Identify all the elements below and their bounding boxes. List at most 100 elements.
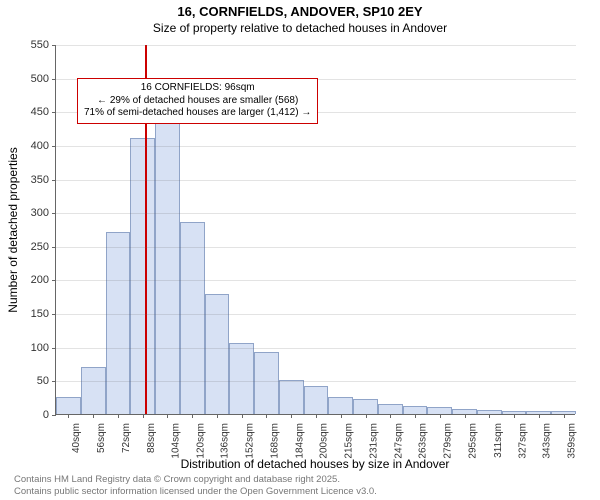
x-tick-label: 279sqm xyxy=(443,423,454,459)
x-tick-mark xyxy=(68,414,69,418)
y-tick-label: 200 xyxy=(19,274,49,286)
footer-line2: Contains public sector information licen… xyxy=(14,486,377,498)
x-tick-mark xyxy=(465,414,466,418)
histogram-bar xyxy=(106,232,131,414)
y-tick-mark xyxy=(52,180,56,181)
x-tick-label: 136sqm xyxy=(220,423,231,459)
histogram-bar xyxy=(254,352,279,414)
y-tick-label: 550 xyxy=(19,39,49,51)
y-tick-mark xyxy=(52,112,56,113)
histogram-bar xyxy=(304,386,329,414)
y-tick-mark xyxy=(52,146,56,147)
histogram-bar xyxy=(427,407,452,414)
grid-line xyxy=(56,180,576,181)
histogram-bar xyxy=(81,367,106,414)
x-tick-mark xyxy=(291,414,292,418)
y-tick-label: 100 xyxy=(19,342,49,354)
y-tick-mark xyxy=(52,79,56,80)
y-tick-label: 300 xyxy=(19,207,49,219)
x-tick-label: 40sqm xyxy=(71,423,82,453)
x-tick-label: 327sqm xyxy=(517,423,528,459)
annotation-line3: 71% of semi-detached houses are larger (… xyxy=(84,107,311,120)
y-tick-mark xyxy=(52,45,56,46)
grid-line xyxy=(56,381,576,382)
x-tick-label: 311sqm xyxy=(492,423,503,458)
histogram-bar xyxy=(353,399,378,414)
histogram-bar xyxy=(229,343,254,414)
grid-line xyxy=(56,213,576,214)
y-tick-mark xyxy=(52,348,56,349)
x-tick-label: 184sqm xyxy=(294,423,305,459)
x-tick-mark xyxy=(564,414,565,418)
x-tick-mark xyxy=(514,414,515,418)
x-tick-label: 168sqm xyxy=(269,423,280,459)
x-axis-label: Distribution of detached houses by size … xyxy=(181,457,450,471)
histogram-bar xyxy=(180,222,205,414)
grid-line xyxy=(56,45,576,46)
annotation-line2: ← 29% of detached houses are smaller (56… xyxy=(84,95,311,108)
y-tick-mark xyxy=(52,280,56,281)
x-tick-mark xyxy=(93,414,94,418)
y-tick-label: 350 xyxy=(19,174,49,186)
chart-title: 16, CORNFIELDS, ANDOVER, SP10 2EY xyxy=(0,4,600,19)
annotation-box: 16 CORNFIELDS: 96sqm ← 29% of detached h… xyxy=(77,78,318,124)
x-tick-label: 88sqm xyxy=(146,423,157,453)
x-tick-mark xyxy=(316,414,317,418)
y-tick-label: 0 xyxy=(19,409,49,421)
y-tick-label: 500 xyxy=(19,73,49,85)
x-tick-label: 104sqm xyxy=(170,423,181,459)
x-tick-label: 120sqm xyxy=(195,423,206,459)
grid-line xyxy=(56,146,576,147)
grid-line xyxy=(56,348,576,349)
y-tick-mark xyxy=(52,314,56,315)
y-tick-mark xyxy=(52,381,56,382)
y-axis-label: Number of detached properties xyxy=(6,147,20,312)
histogram-bar xyxy=(328,397,353,414)
x-tick-label: 152sqm xyxy=(245,423,256,459)
histogram-bar xyxy=(279,380,304,414)
x-tick-label: 295sqm xyxy=(468,423,479,459)
y-tick-label: 250 xyxy=(19,241,49,253)
y-tick-mark xyxy=(52,247,56,248)
x-tick-label: 263sqm xyxy=(418,423,429,459)
x-tick-mark xyxy=(167,414,168,418)
x-tick-label: 247sqm xyxy=(393,423,404,459)
histogram-bar xyxy=(378,404,403,414)
x-tick-mark xyxy=(143,414,144,418)
x-tick-mark xyxy=(390,414,391,418)
y-tick-label: 400 xyxy=(19,140,49,152)
footer-line1: Contains HM Land Registry data © Crown c… xyxy=(14,474,377,486)
x-tick-label: 343sqm xyxy=(542,423,553,459)
histogram-bar xyxy=(56,397,81,414)
x-tick-label: 200sqm xyxy=(319,423,330,459)
histogram-bar xyxy=(403,406,428,414)
x-tick-mark xyxy=(366,414,367,418)
grid-line xyxy=(56,280,576,281)
x-tick-label: 215sqm xyxy=(344,423,355,459)
x-tick-mark xyxy=(539,414,540,418)
plot-area: 16 CORNFIELDS: 96sqm ← 29% of detached h… xyxy=(55,45,575,415)
x-tick-mark xyxy=(118,414,119,418)
histogram-bar xyxy=(155,110,180,414)
x-tick-label: 56sqm xyxy=(96,423,107,453)
x-tick-mark xyxy=(242,414,243,418)
histogram-bar xyxy=(205,294,230,414)
x-tick-mark xyxy=(440,414,441,418)
y-tick-mark xyxy=(52,213,56,214)
grid-line xyxy=(56,314,576,315)
x-tick-mark xyxy=(217,414,218,418)
x-tick-label: 231sqm xyxy=(369,423,380,459)
y-tick-label: 150 xyxy=(19,308,49,320)
x-tick-mark xyxy=(415,414,416,418)
y-tick-label: 450 xyxy=(19,106,49,118)
footer-attribution: Contains HM Land Registry data © Crown c… xyxy=(14,474,377,498)
chart-subtitle: Size of property relative to detached ho… xyxy=(0,21,600,35)
chart-area: 16 CORNFIELDS: 96sqm ← 29% of detached h… xyxy=(55,45,575,415)
x-tick-mark xyxy=(192,414,193,418)
x-tick-label: 72sqm xyxy=(121,423,132,453)
x-tick-mark xyxy=(266,414,267,418)
y-tick-mark xyxy=(52,415,56,416)
x-tick-label: 359sqm xyxy=(567,423,578,459)
y-tick-label: 50 xyxy=(19,375,49,387)
annotation-line1: 16 CORNFIELDS: 96sqm xyxy=(84,82,311,95)
